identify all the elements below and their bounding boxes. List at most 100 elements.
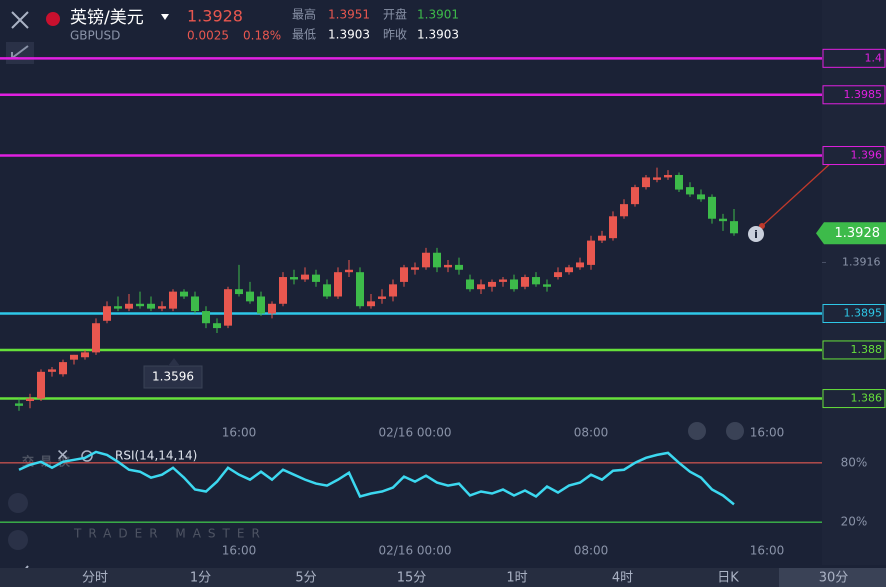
tab[interactable]: 4时 [612, 571, 633, 586]
candle-body [631, 187, 639, 205]
candle-body [576, 262, 584, 268]
tab[interactable]: 日K [717, 571, 739, 586]
marker-pointer [168, 358, 180, 366]
price-label: 1.396 [851, 149, 883, 162]
candle-body [598, 235, 606, 241]
stat-value: 1.3903 [328, 28, 370, 42]
price-label: 1.3895 [844, 307, 883, 320]
candle-body [301, 274, 309, 280]
candle-body [488, 281, 496, 287]
price-label-box [822, 48, 886, 68]
candle-body [169, 291, 177, 309]
candle-body [499, 279, 507, 282]
rsi-line [18, 450, 735, 506]
tab[interactable]: 30分 [819, 571, 849, 586]
price-label: 1.4 [865, 51, 883, 64]
last-price-label: 1.3928 [835, 226, 881, 241]
info-icon[interactable] [748, 226, 764, 242]
x-tick-label: 08:00 [574, 544, 609, 558]
price-label-box [822, 340, 886, 360]
close-indicator[interactable]: ✕ [56, 446, 69, 465]
y-tick-label: 80% [841, 455, 868, 469]
candle-body [389, 284, 397, 297]
tab[interactable]: 5分 [295, 571, 316, 586]
candle-body [37, 371, 45, 399]
candle-body [356, 272, 364, 307]
price: 1.3928 [187, 7, 243, 26]
candle-body [378, 296, 386, 299]
candle-body [664, 174, 672, 178]
watermark-subtitle: TRADER MASTER [73, 527, 267, 541]
candle-body [81, 352, 89, 358]
stat-value: 1.3901 [417, 8, 459, 22]
settings-indicator[interactable] [81, 450, 93, 462]
price-label: 1.386 [851, 392, 883, 405]
candle-body [543, 284, 551, 287]
candle-body [510, 279, 518, 290]
nav-button[interactable] [726, 422, 744, 440]
change-pct: 0.18% [243, 29, 281, 43]
candle-body [433, 252, 441, 268]
x-tick-label: 08:00 [574, 426, 609, 440]
price-label-box [822, 304, 886, 323]
stat-label: 最低 [292, 28, 316, 42]
tab[interactable]: 分时 [82, 571, 108, 586]
y-tick-label: 20% [841, 515, 868, 529]
last-price-box [816, 222, 886, 245]
stat-value: 1.3951 [328, 8, 370, 22]
price-label-box [822, 389, 886, 409]
candle-body [147, 303, 155, 309]
tabs: 分时 1分 5分 15分 1时 4时 日K 30分 [82, 571, 848, 586]
tab[interactable]: 1时 [506, 571, 527, 586]
draw-button[interactable] [8, 530, 28, 550]
x-tick-label: 16:00 [750, 426, 785, 440]
candle-body [730, 221, 738, 234]
change: 0.0025 [187, 29, 229, 43]
tab-bar [0, 568, 886, 587]
candle-body [70, 354, 78, 360]
close-button[interactable] [11, 11, 29, 29]
header: 英镑/美元 GBPUSD 1.3928 0.0025 0.18% 最高 1.39… [46, 7, 459, 43]
dropdown-icon[interactable] [161, 14, 169, 20]
tool-button[interactable] [8, 493, 28, 513]
candle-body [257, 296, 265, 314]
symbol-name[interactable]: 英镑/美元 [70, 8, 144, 28]
candle-body [290, 277, 298, 280]
candle-body [554, 272, 562, 278]
candle-body [708, 196, 716, 219]
flag-icon [46, 12, 60, 26]
candle-body [180, 291, 188, 297]
candle-body [202, 311, 210, 324]
marker-label: 1.3596 [152, 370, 194, 384]
x-tick-label: 16:00 [750, 544, 785, 558]
candle-body [136, 303, 144, 307]
price-label: 1.388 [851, 343, 883, 356]
candle-body [59, 362, 67, 375]
candle-body [279, 277, 287, 304]
x-tick-label: 02/16 00:00 [379, 544, 452, 558]
active-tab [779, 568, 886, 587]
candle-body [246, 291, 254, 302]
candle-body [213, 323, 221, 329]
trend-line[interactable] [761, 161, 833, 227]
candle-body [653, 177, 661, 180]
candle-body [444, 264, 452, 268]
x-tick-label: 16:00 [222, 426, 257, 440]
candle-body [15, 403, 23, 406]
y-tick-label: 1.3916 [842, 255, 881, 268]
candle-body [587, 240, 595, 265]
candle-body [92, 323, 100, 353]
x-tick-label: 16:00 [222, 544, 257, 558]
nav-button[interactable] [688, 422, 706, 440]
tab[interactable]: 15分 [397, 571, 427, 586]
tab[interactable]: 1分 [190, 571, 211, 586]
candle-body [345, 269, 353, 273]
candle-body [697, 194, 705, 200]
candle-body [125, 303, 133, 309]
price-label-box [822, 85, 886, 105]
candle-body [400, 267, 408, 282]
candle-body [609, 216, 617, 239]
rsi-title: RSI(14,14,14) [115, 449, 197, 463]
